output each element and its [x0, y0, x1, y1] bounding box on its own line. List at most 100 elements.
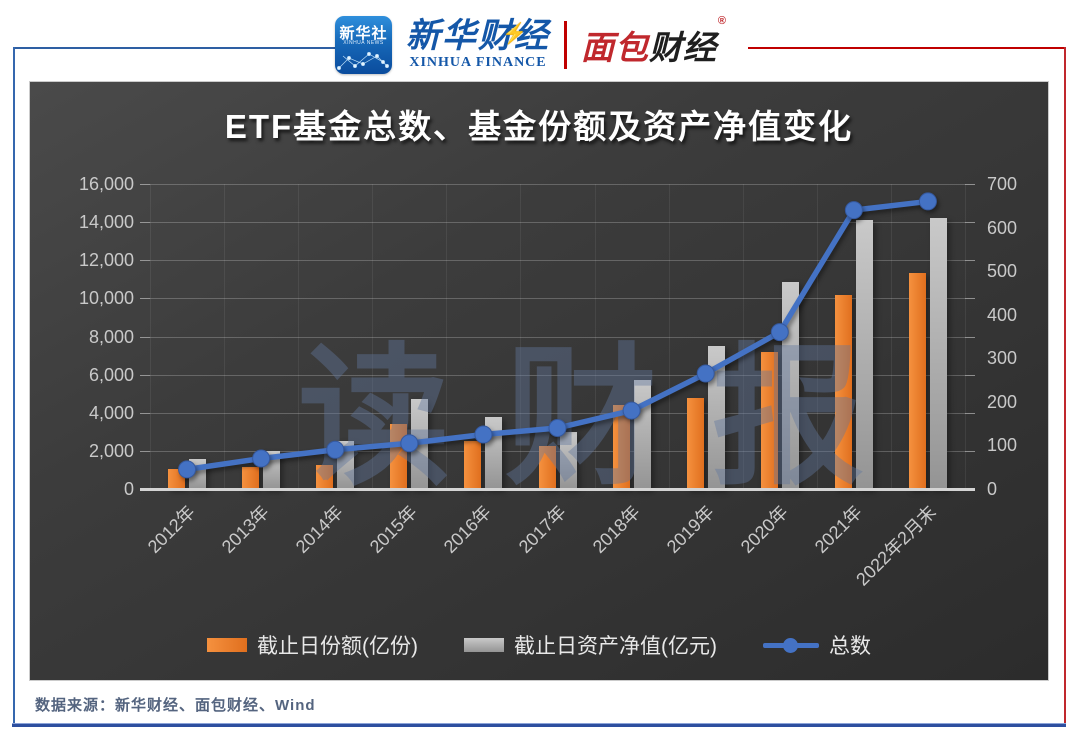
- right-tick: [965, 222, 975, 224]
- bar-截止日份额(亿份)-2021年: [834, 294, 852, 489]
- mianbao-part2: 财经: [649, 29, 717, 66]
- xinhua-finance-logo: 新华财经 ⚡ XINHUA FINANCE: [406, 19, 550, 71]
- vertical-gridline: [150, 184, 151, 489]
- frame-top-left-line: [13, 47, 335, 49]
- gridline: [150, 412, 965, 414]
- legend-label: 截止日份额(亿份): [257, 635, 418, 658]
- gridline: [150, 222, 965, 224]
- bar-截止日资产净值(亿元)-2021年: [855, 220, 873, 489]
- network-globe-icon: [337, 52, 389, 70]
- right-axis-tick-label: 600: [987, 217, 1018, 238]
- vertical-gridline: [594, 184, 596, 489]
- frame-left-line: [13, 47, 15, 726]
- line-point: [548, 419, 567, 437]
- xinhua-news-app-icon: 新华社 XINHUA NEWS: [335, 16, 392, 74]
- legend-swatch: [207, 638, 247, 652]
- frame-bottom-line: [12, 723, 1066, 727]
- chart-panel: ETF基金总数、基金份额及资产净值变化 0 2,000 4,000 6,000 8,00…: [29, 81, 1049, 681]
- bar-截止日份额(亿份)-2013年: [242, 467, 260, 489]
- legend: 截止日份额(亿份) 截止日资产净值(亿元) 总数: [30, 630, 1048, 660]
- left-axis-tick-label: 0: [123, 479, 134, 499]
- left-axis-tick-label: 4,000: [88, 402, 134, 423]
- gridline: [150, 336, 965, 338]
- left-tick: [140, 260, 150, 262]
- gridline: [150, 450, 965, 452]
- mianbao-part1: 面包: [581, 29, 649, 66]
- left-tick: [140, 450, 150, 452]
- bar-截止日份额(亿份)-2016年: [464, 441, 482, 489]
- right-tick: [965, 336, 975, 338]
- vertical-gridline: [298, 184, 300, 489]
- line-point: [844, 201, 863, 220]
- vertical-gridline: [668, 184, 670, 489]
- vertical-gridline: [965, 184, 966, 489]
- line-point: [326, 440, 345, 459]
- vertical-gridline: [224, 184, 226, 489]
- left-axis-tick-label: 2,000: [88, 440, 134, 461]
- line-point: [400, 434, 419, 453]
- bar-截止日份额(亿份)-2018年: [612, 405, 630, 489]
- left-axis-tick-label: 16,000: [78, 174, 134, 194]
- line-point: [178, 460, 197, 479]
- line-series: [178, 192, 937, 479]
- left-tick: [140, 336, 150, 338]
- line-point: [252, 449, 271, 468]
- right-axis-tick-label: 100: [987, 435, 1018, 456]
- right-tick: [965, 298, 975, 300]
- left-tick: [140, 184, 150, 185]
- gridline: [150, 260, 965, 262]
- right-axis-tick-label: 500: [987, 261, 1018, 282]
- vertical-gridline: [520, 184, 522, 489]
- chart-title: ETF基金总数、基金份额及资产净值变化: [224, 108, 854, 145]
- legend-item-截止日资产净值(亿元): 截止日资产净值(亿元): [464, 630, 717, 660]
- legend-label: 截止日资产净值(亿元): [514, 635, 717, 658]
- mianbao-finance-logo: 面包财经 ®: [581, 15, 726, 69]
- left-tick: [140, 412, 150, 414]
- legend-swatch: [464, 638, 504, 652]
- xinhua-icon-cn-label: 新华社: [339, 25, 388, 42]
- gridline: [150, 298, 965, 300]
- left-axis-tick-label: 10,000: [78, 288, 134, 309]
- vertical-gridline: [372, 184, 374, 489]
- legend-line-swatch: [763, 638, 819, 653]
- right-tick: [965, 260, 975, 262]
- vertical-gridline: [890, 184, 892, 489]
- bar-截止日份额(亿份)-2020年: [760, 351, 778, 489]
- left-axis-tick-label: 6,000: [88, 364, 134, 385]
- line-point: [622, 401, 641, 420]
- bar-截止日份额(亿份)-2022年2月末: [908, 272, 926, 489]
- left-tick: [140, 298, 150, 300]
- left-axis-tick-label: 12,000: [78, 250, 134, 271]
- vertical-gridline: [816, 184, 818, 489]
- right-tick: [965, 450, 975, 452]
- plot-area: 0 2,000 4,000 6,000 8,000 10,000 12,000 14,000 1…: [30, 82, 1048, 680]
- right-tick: [965, 412, 975, 414]
- frame-right-line: [1064, 47, 1066, 726]
- vertical-gridline: [742, 184, 744, 489]
- xinhua-icon-en-label: XINHUA NEWS: [343, 40, 384, 46]
- logo-divider: [564, 21, 567, 69]
- line-point: [918, 192, 937, 211]
- bar-截止日份额(亿份)-2019年: [686, 397, 704, 489]
- frame-top-right-line: [748, 47, 1066, 49]
- bar-截止日资产净值(亿元)-2019年: [707, 346, 725, 489]
- left-axis-tick-label: 8,000: [88, 326, 134, 347]
- bar-截止日份额(亿份)-2014年: [316, 465, 334, 489]
- right-axis-tick-label: 0: [987, 479, 998, 499]
- right-tick: [965, 184, 975, 185]
- xinhua-finance-en: XINHUA FINANCE: [409, 55, 547, 70]
- registered-mark: ®: [717, 15, 727, 27]
- legend-item-总数: 总数: [763, 630, 871, 660]
- bar-截止日资产净值(亿元)-2022年2月末: [929, 218, 947, 489]
- right-axis-tick-label: 400: [987, 304, 1018, 325]
- legend-item-截止日份额(亿份): 截止日份额(亿份): [207, 630, 418, 660]
- header: 新华社 XINHUA NEWS 新华财经 ⚡ XINHUA FINANCE 面包…: [335, 10, 726, 80]
- right-axis-tick-label: 700: [987, 174, 1018, 194]
- legend-label: 总数: [829, 635, 871, 658]
- right-axis-tick-label: 200: [987, 391, 1018, 412]
- bar-截止日资产净值(亿元)-2017年: [559, 431, 577, 489]
- right-axis-tick-label: 300: [987, 348, 1018, 369]
- left-tick: [140, 374, 150, 376]
- x-axis-line: [140, 488, 975, 491]
- left-axis-tick-label: 14,000: [78, 212, 134, 233]
